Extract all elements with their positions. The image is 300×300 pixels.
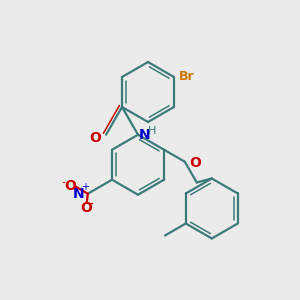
Text: N: N <box>73 187 85 201</box>
Text: O: O <box>189 156 201 170</box>
Text: -: - <box>62 177 66 187</box>
Text: O: O <box>89 131 101 145</box>
Text: Br: Br <box>179 70 195 83</box>
Text: N: N <box>139 128 151 142</box>
Text: O: O <box>64 179 76 193</box>
Text: O: O <box>80 201 92 215</box>
Text: +: + <box>81 182 89 192</box>
Text: H: H <box>148 126 156 136</box>
